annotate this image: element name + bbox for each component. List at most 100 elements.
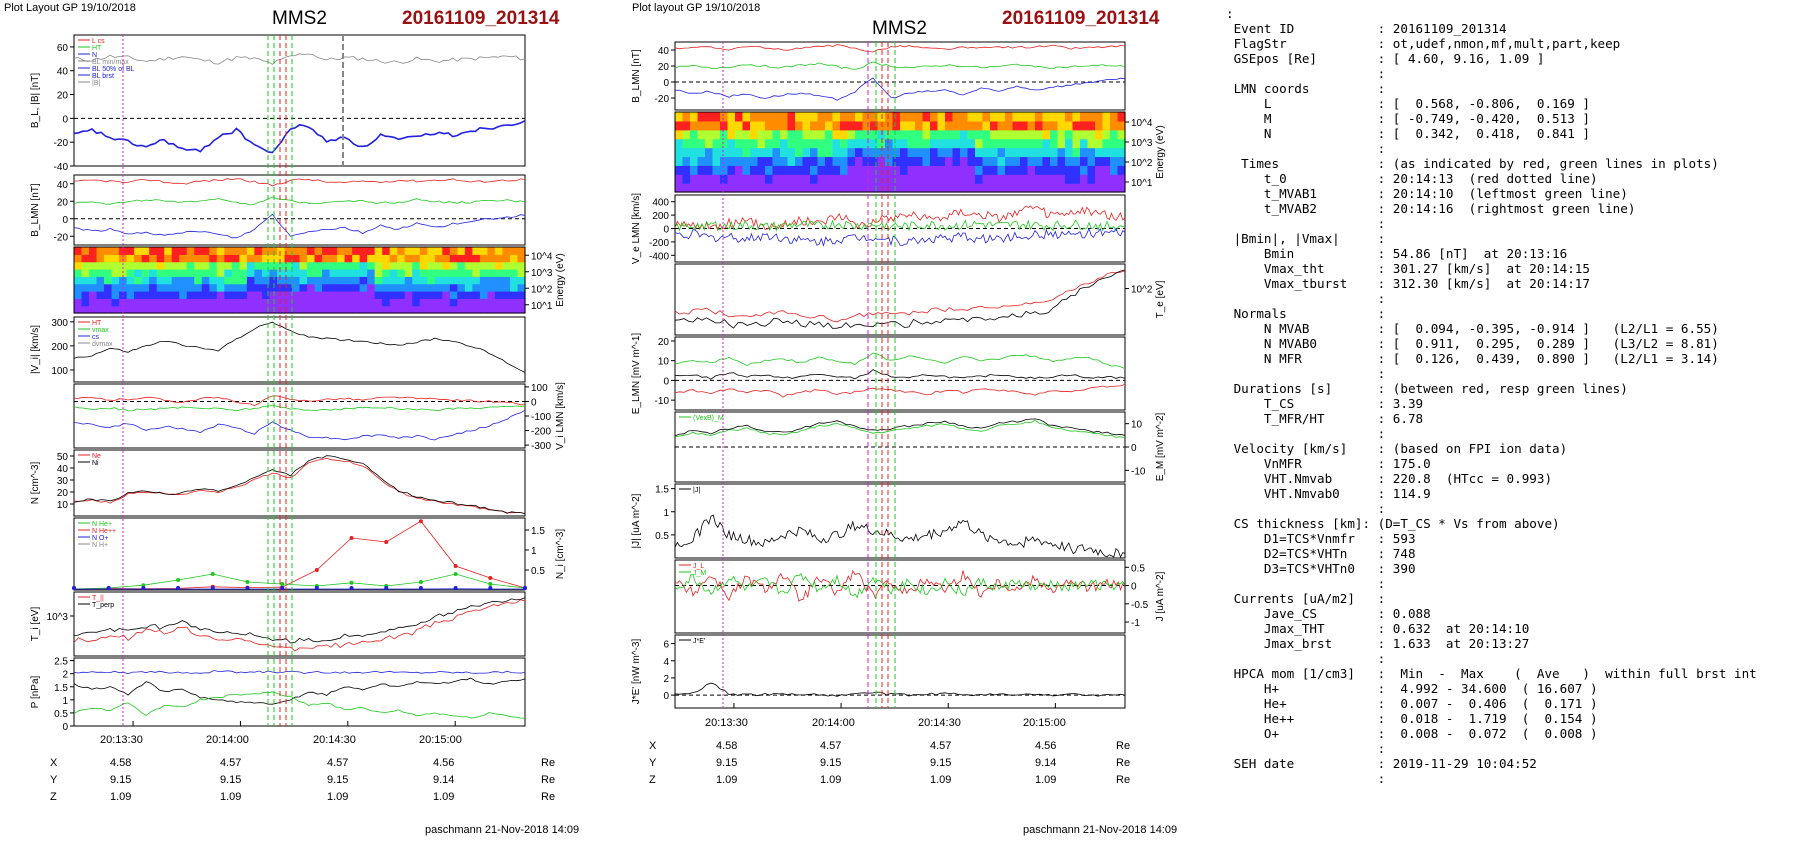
right-2-heat-cell bbox=[1035, 112, 1044, 122]
right-2-heat-cell bbox=[840, 120, 849, 131]
left-3-heat-cell bbox=[149, 261, 158, 270]
left-5-series-line bbox=[73, 404, 526, 412]
left-3-heat-cell bbox=[104, 276, 113, 285]
right-2-heat-cell bbox=[1027, 156, 1036, 166]
left-time-tick: 20:14:30 bbox=[313, 734, 356, 746]
left-3-heat-cell bbox=[111, 291, 120, 299]
right-2-heat-cell bbox=[1080, 147, 1089, 158]
left-7-series-point bbox=[176, 586, 181, 590]
left-3-heat-cell bbox=[359, 276, 368, 285]
left-pos-label-x: X bbox=[50, 757, 58, 769]
left-3-heat-cell bbox=[201, 254, 210, 263]
left-3-heat-cell bbox=[74, 269, 83, 277]
left-3-heat-cell bbox=[382, 247, 391, 255]
info-line: : bbox=[1226, 216, 1386, 231]
right-2-heat-cell bbox=[802, 165, 811, 175]
info-line: : bbox=[1226, 576, 1386, 591]
left-7-series-point bbox=[488, 576, 493, 580]
left-3-heat-cell bbox=[314, 261, 323, 270]
right-2-heat-cell bbox=[1050, 129, 1059, 140]
left-3-heat-cell bbox=[209, 254, 218, 263]
right-2-heat-cell bbox=[847, 138, 856, 149]
left-spacecraft-title: MMS2 bbox=[272, 8, 327, 29]
right-2-heat-cell bbox=[900, 120, 909, 131]
right-2-heat-cell bbox=[795, 156, 804, 166]
left-3-heat-cell bbox=[74, 247, 83, 255]
left-3-heat-cell bbox=[134, 291, 143, 299]
left-3-heat-cell bbox=[427, 291, 436, 299]
event-info-panel: : Event ID : 20161109_201314 FlagStr : o… bbox=[1226, 6, 1800, 786]
right-2-heat-cell bbox=[960, 112, 969, 122]
right-2-heat-cell bbox=[975, 120, 984, 131]
right-2-heat-cell bbox=[712, 129, 721, 140]
right-7-legend-label: |J| bbox=[693, 487, 700, 494]
left-4-legend-label: vmax bbox=[92, 327, 109, 334]
left-3-heat-cell bbox=[472, 247, 481, 255]
left-3-heat-cell bbox=[179, 261, 188, 270]
right-2-heat-cell bbox=[885, 174, 894, 184]
left-1-frame bbox=[73, 34, 526, 167]
left-7-series-point bbox=[453, 564, 458, 568]
right-8-legend-label: J_M bbox=[693, 570, 706, 577]
left-3-heat-cell bbox=[404, 269, 413, 277]
info-line: O+ : 0.008 - 0.072 ( 0.008 ) bbox=[1226, 726, 1598, 741]
right-2-heat-cell bbox=[1035, 165, 1044, 175]
right-2-heat-cell bbox=[1110, 120, 1119, 131]
left-3-heat-cell bbox=[119, 247, 128, 255]
left-3-heat-cell bbox=[141, 291, 150, 299]
right-2-heat-cell bbox=[817, 165, 826, 175]
left-3-heat-cell bbox=[449, 276, 458, 285]
left-5-ytick-label: -200 bbox=[531, 427, 551, 438]
left-pos-value: 1.09 bbox=[327, 791, 349, 803]
left-3-heat-cell bbox=[367, 276, 376, 285]
left-3-heat-cell bbox=[494, 276, 504, 285]
left-3-heat-cell bbox=[337, 247, 346, 255]
info-line: He++ : 0.018 - 1.719 ( 0.154 ) bbox=[1226, 711, 1598, 726]
left-3-heat-cell bbox=[171, 261, 180, 270]
right-1-ytick-label: 20 bbox=[658, 62, 670, 73]
left-1-ytick-label: 60 bbox=[57, 43, 69, 54]
left-3-heat-cell bbox=[261, 261, 271, 270]
right-2-heat-cell bbox=[772, 156, 781, 166]
right-2-heat-cell bbox=[697, 112, 706, 122]
info-line: Currents [uA/m2] : bbox=[1226, 591, 1386, 606]
right-2-heat-cell bbox=[795, 138, 804, 149]
left-8-frame bbox=[73, 591, 526, 657]
left-3-heat-cell bbox=[126, 261, 135, 270]
right-2-heat-cell bbox=[855, 174, 864, 184]
right-2-heat-cell bbox=[1117, 156, 1126, 166]
left-event-title: 20161109_201314 bbox=[402, 8, 560, 29]
left-7-series-point bbox=[210, 586, 215, 590]
left-7-series-line bbox=[73, 573, 526, 590]
left-pos-label-z: Z bbox=[50, 791, 57, 803]
left-3-heat-cell bbox=[427, 254, 436, 263]
left-3-heat-cell bbox=[194, 291, 203, 299]
right-6-ylabel: E_M [mV m^-2] bbox=[1155, 412, 1166, 481]
left-3-heat-cell bbox=[81, 254, 90, 263]
right-2-heat-cell bbox=[1050, 147, 1059, 158]
left-3-heat-cell bbox=[427, 247, 436, 255]
left-3-heat-cell bbox=[104, 269, 113, 277]
left-3-heat-cell bbox=[126, 247, 135, 255]
right-2-heat-cell bbox=[780, 156, 789, 166]
left-3-heat-cell bbox=[299, 269, 308, 277]
right-2-heat-cell bbox=[862, 174, 871, 184]
right-2-heat-cell bbox=[870, 174, 879, 184]
right-pos-value: 1.09 bbox=[716, 774, 738, 786]
left-3-heat-cell bbox=[322, 298, 331, 307]
left-3-heat-cell bbox=[74, 254, 83, 263]
left-3-heat-cell bbox=[464, 276, 473, 285]
right-2-heat-cell bbox=[750, 156, 759, 166]
left-3-heat-cell bbox=[329, 261, 338, 270]
right-2-heat-cell bbox=[862, 156, 871, 166]
left-5-ylabel: V_i LMN [km/s] bbox=[555, 382, 566, 450]
left-3-heat-cell bbox=[322, 247, 331, 255]
right-2-heat-cell bbox=[930, 156, 939, 166]
right-2-heat-cell bbox=[817, 147, 826, 158]
left-3-heat-cell bbox=[464, 283, 473, 292]
right-2-heat-cell bbox=[870, 147, 879, 158]
left-3-heat-cell bbox=[111, 269, 120, 277]
right-2-heat-cell bbox=[817, 129, 826, 140]
left-time-tick: 20:13:30 bbox=[100, 734, 143, 746]
left-3-heat-cell bbox=[104, 247, 113, 255]
